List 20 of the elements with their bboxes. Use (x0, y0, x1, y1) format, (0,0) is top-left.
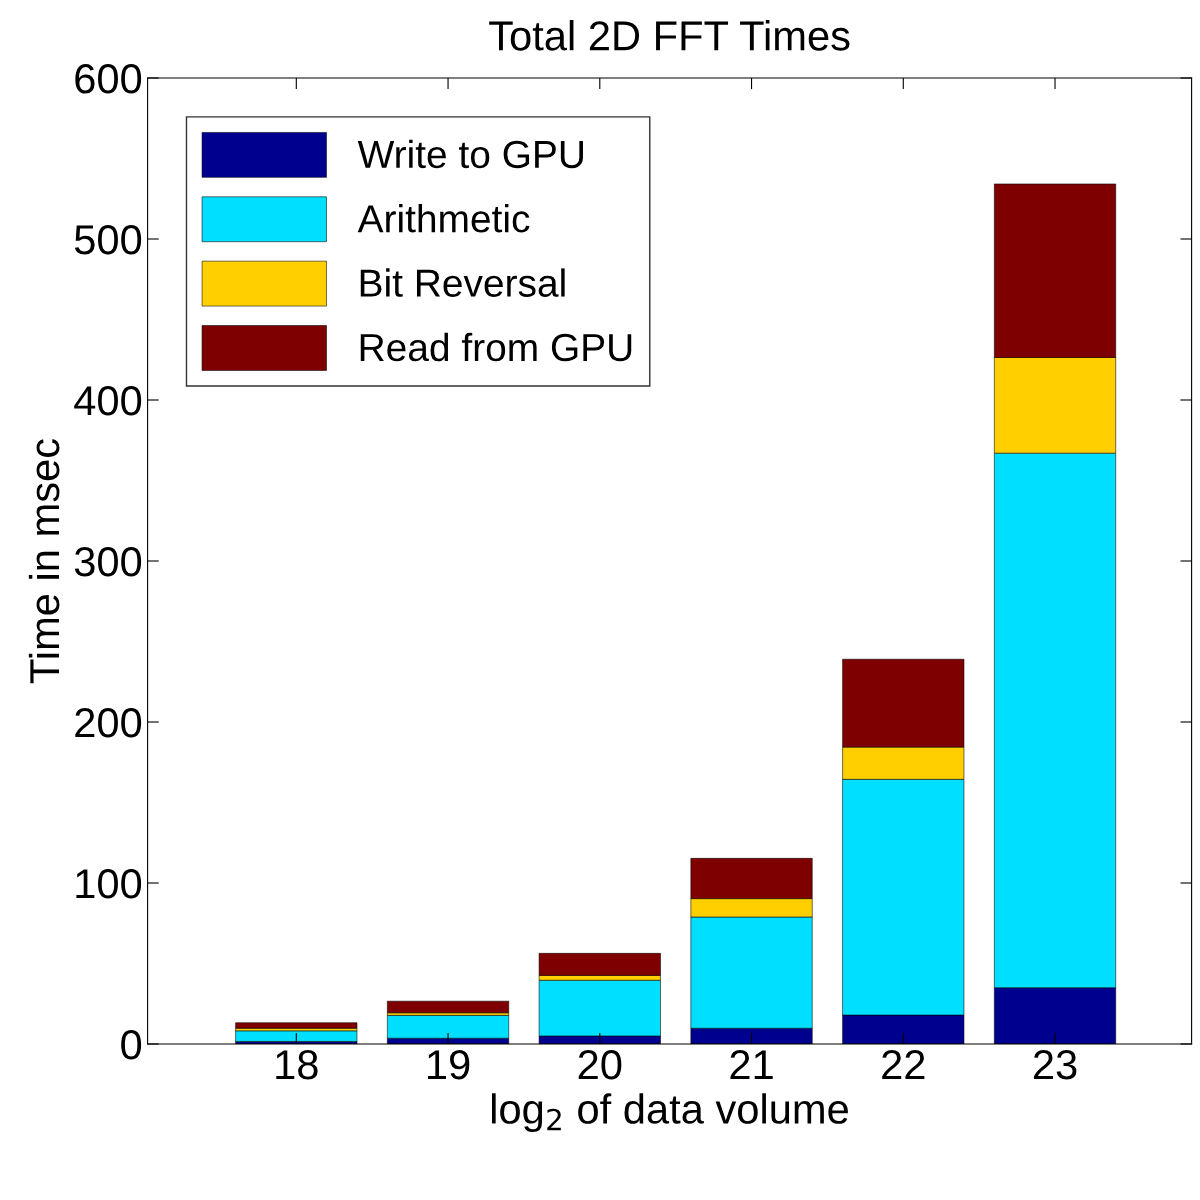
legend-label: Read from GPU (360, 332, 632, 362)
y-tick-label: 500 (74, 225, 142, 255)
x-tick-label: 20 (578, 1049, 622, 1080)
x-tick-label: 19 (428, 1049, 470, 1080)
y-tick-label: 200 (75, 708, 142, 738)
x-tick-label: 22 (882, 1049, 925, 1080)
x-tick-label: 21 (730, 1049, 773, 1080)
x-axis-title: log$_{2}$ of data volume (491, 1093, 848, 1133)
x-tick-label: 18 (276, 1049, 318, 1080)
y-axis-title: Time in msec (28, 439, 60, 684)
legend-label: Bit Reversal (360, 268, 565, 297)
y-tick-label: 300 (74, 547, 142, 577)
chart-title: Total 2D FFT Times (489, 20, 850, 51)
y-tick-label: 0 (121, 1030, 142, 1060)
legend-label: Write to GPU (357, 139, 583, 169)
y-tick-label: 400 (74, 386, 142, 416)
legend-label: Arithmetic (357, 204, 530, 233)
y-tick-label: 600 (75, 64, 142, 94)
y-tick-label: 100 (76, 869, 142, 899)
x-tick-label: 23 (1033, 1049, 1077, 1080)
